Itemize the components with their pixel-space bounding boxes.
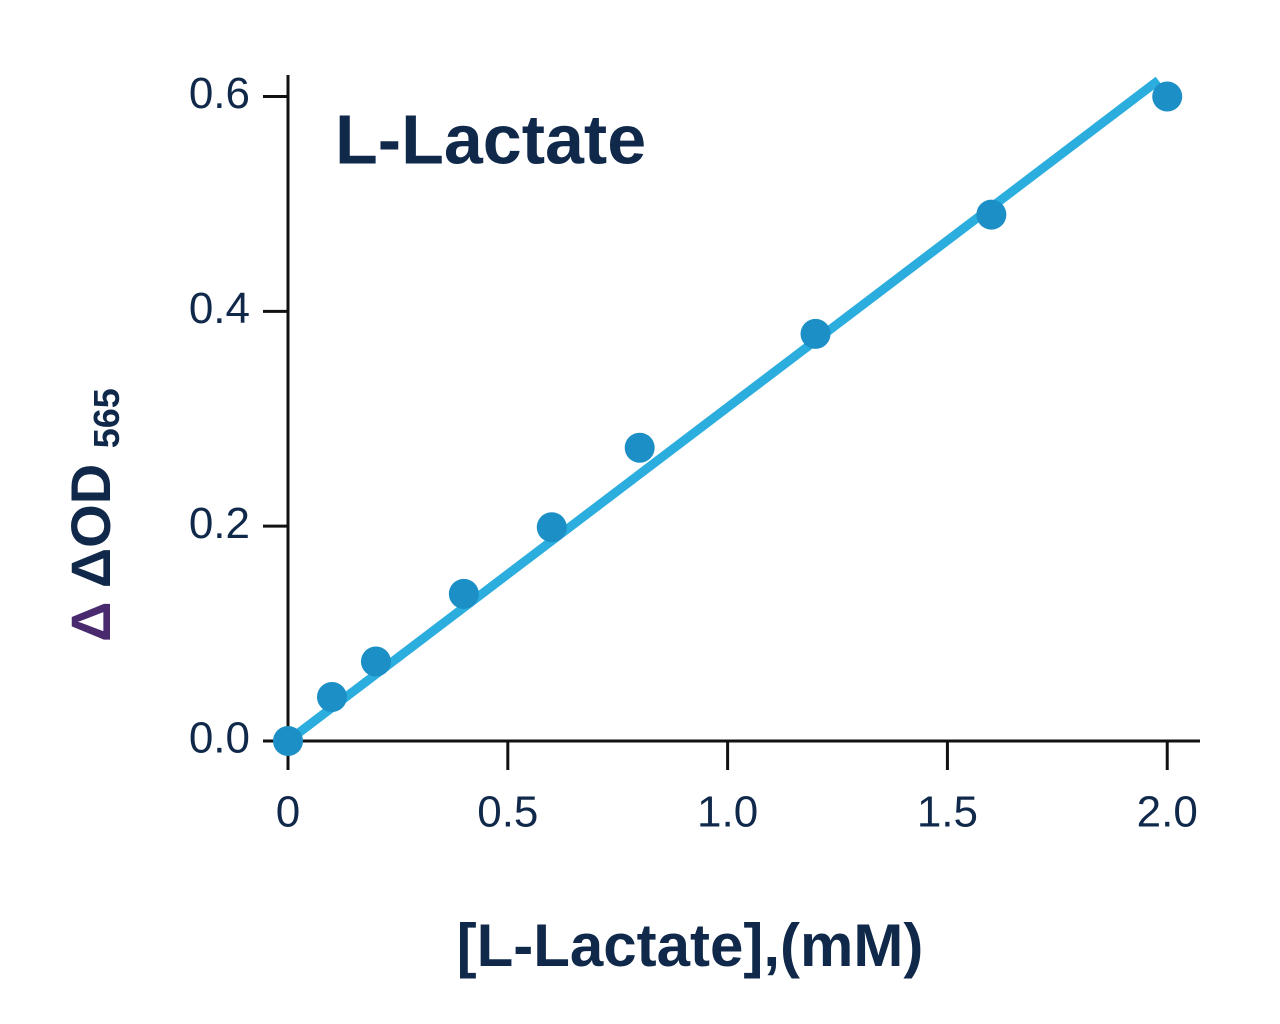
- data-point: [273, 726, 303, 756]
- data-point: [448, 578, 479, 609]
- data-point: [360, 646, 391, 677]
- data-point: [800, 318, 831, 349]
- x-tick-label: 1.0: [697, 788, 758, 837]
- y-tick-label: 0.2: [189, 499, 250, 548]
- y-axis-label: Δ ΔOD 565: [59, 388, 127, 642]
- data-point: [1152, 81, 1183, 112]
- y-axis-label-group: Δ ΔOD 565: [59, 388, 127, 642]
- data-point: [316, 681, 347, 712]
- fit-line: [285, 76, 1162, 745]
- data-point: [976, 199, 1007, 230]
- x-tick-label: 2.0: [1137, 788, 1198, 837]
- x-tick-label: 0: [276, 788, 300, 837]
- chart-title: L-Lactate: [335, 100, 646, 178]
- x-tick-label: 1.5: [917, 788, 978, 837]
- y-axis-label-main: ΔOD: [59, 464, 122, 588]
- y-tick-label: 0.0: [189, 714, 250, 763]
- y-axis-label-subscript: 565: [86, 388, 127, 448]
- x-tick-label: 0.5: [477, 788, 538, 837]
- y-axis-label-prefix: Δ: [59, 602, 122, 642]
- x-axis-label: [L-Lactate],(mM): [457, 912, 924, 979]
- data-point: [624, 432, 655, 463]
- y-tick-label: 0.6: [189, 69, 250, 118]
- y-tick-label: 0.4: [189, 284, 250, 333]
- data-point: [536, 512, 567, 543]
